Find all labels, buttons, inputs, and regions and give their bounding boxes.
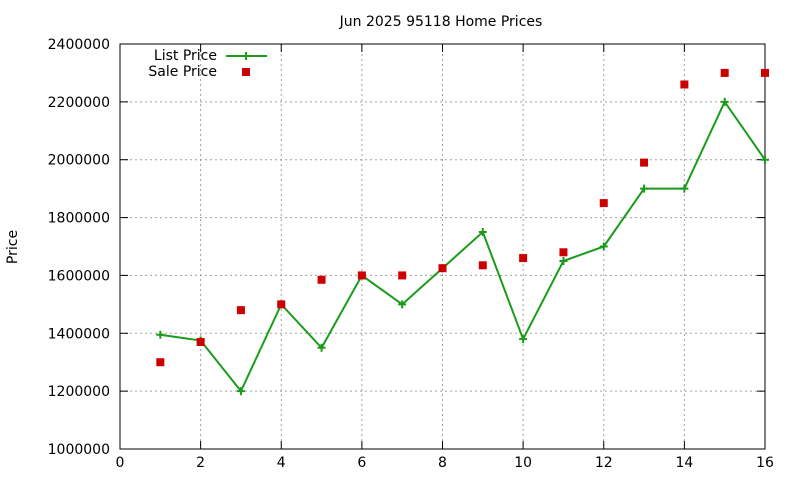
tick-labels: 0 2 4 6 8 10 12 14 16 1000000 1200000 1400000 160000… — [48, 37, 774, 471]
sale-price-point — [559, 248, 568, 257]
sale-price-point — [519, 254, 528, 263]
x-tick-label: 2 — [196, 455, 205, 471]
sale-price-point — [357, 271, 366, 280]
list-price-point — [761, 155, 769, 164]
x-tick-label: 8 — [438, 455, 447, 471]
x-tick-label: 4 — [277, 455, 286, 471]
x-tick-label: 6 — [357, 455, 366, 471]
axes — [119, 43, 766, 450]
legend-label-list-price: List Price — [154, 48, 217, 64]
x-tick-label: 12 — [595, 455, 613, 471]
list-price-point — [599, 242, 608, 251]
y-tick-label: 2400000 — [48, 37, 110, 53]
list-price-point — [519, 335, 528, 344]
list-price-point — [559, 256, 568, 265]
list-price-point — [317, 343, 326, 352]
sale-price-point — [680, 80, 689, 89]
list-price-point — [640, 184, 649, 193]
sale-price-point — [640, 158, 649, 167]
list-price-line — [160, 99, 766, 394]
sale-price-point — [196, 337, 205, 346]
sale-price-point — [236, 306, 245, 315]
plot-area — [156, 68, 769, 396]
legend-marker-list-price — [242, 52, 250, 60]
list-price-point — [236, 387, 245, 396]
sale-price-point — [317, 275, 326, 284]
sale-price-point — [720, 68, 729, 77]
list-price-point — [156, 330, 165, 339]
sale-price-point — [599, 199, 608, 208]
sale-price-point — [438, 264, 447, 273]
y-tick-label: 1200000 — [48, 384, 110, 400]
grid — [120, 44, 765, 449]
sale-price-point — [156, 358, 165, 367]
y-axis-label: Price — [5, 230, 21, 264]
legend-marker-sale-price — [242, 68, 250, 76]
y-tick-label: 2200000 — [48, 95, 110, 111]
list-price-point — [398, 300, 407, 309]
legend-label-sale-price: Sale Price — [148, 64, 217, 80]
x-tick-label: 16 — [756, 455, 774, 471]
list-price-point — [478, 228, 487, 237]
list-price-point — [680, 184, 689, 193]
y-tick-label: 1400000 — [48, 326, 110, 342]
x-tick-label: 0 — [116, 455, 125, 471]
y-tick-label: 1600000 — [48, 268, 110, 284]
sale-price-point — [277, 300, 286, 309]
x-tick-label: 14 — [675, 455, 693, 471]
sale-price-point — [398, 271, 407, 280]
sale-price-point — [761, 68, 769, 77]
chart-title: Jun 2025 95118 Home Prices — [339, 14, 543, 30]
y-tick-label: 2000000 — [48, 153, 110, 169]
y-tick-label: 1000000 — [48, 442, 110, 458]
y-tick-label: 1800000 — [48, 211, 110, 227]
x-tick-label: 10 — [514, 455, 532, 471]
list-price-point — [720, 97, 729, 106]
sale-price-point — [478, 261, 487, 270]
